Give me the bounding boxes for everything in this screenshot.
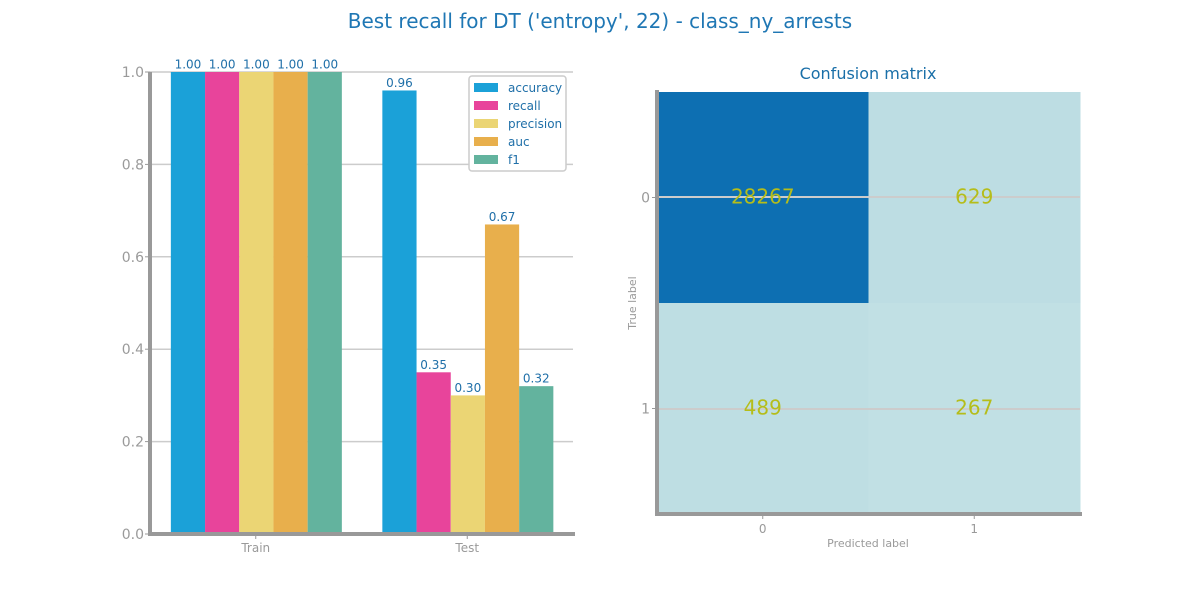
cm-cell-label-0-0: 28267 <box>731 185 795 209</box>
bar-marks <box>170 72 554 534</box>
bar-data-label: 1.00 <box>277 58 304 72</box>
legend-swatch-recall <box>474 101 498 110</box>
cm-x-tick-label: 0 <box>759 522 767 536</box>
legend-label-recall: recall <box>508 99 541 113</box>
bar-data-label: 1.00 <box>311 58 338 72</box>
cm-cell-label-1-1: 267 <box>955 396 993 420</box>
legend-swatch-f1 <box>474 155 498 164</box>
legend-label-precision: precision <box>508 117 562 131</box>
bar-legend-box <box>468 75 567 172</box>
cm-cell-label-1-0: 489 <box>744 396 782 420</box>
legend-swatch-auc <box>474 137 498 146</box>
bar-data-label: 0.35 <box>420 358 447 372</box>
cm-cell-labels: 28267 629 489 267 <box>731 185 993 420</box>
bar-x-tick-label: Test <box>454 541 479 555</box>
bar-recall-test <box>416 372 451 534</box>
bar-data-label: 1.00 <box>175 58 202 72</box>
bar-y-tick-label: 0.0 <box>122 527 144 543</box>
cm-xlabel: Predicted label <box>827 537 909 550</box>
bar-x-ticks: Train Test <box>240 534 479 555</box>
bar-precision-test <box>450 395 485 534</box>
cm-title: Confusion matrix <box>800 64 937 83</box>
bar-x-tick-label: Train <box>240 541 270 555</box>
bar-f1-test <box>519 386 554 534</box>
figure-title: Best recall for DT ('entropy', 22) - cla… <box>348 9 852 33</box>
bar-auc-test <box>484 224 520 534</box>
confusion-matrix: Confusion matrix 28267 629 489 267 0 1 0 1 Pre… <box>626 64 1082 550</box>
bar-data-labels: 1.00 1.00 1.00 1.00 1.00 0.96 0.35 0.30 0.67 0.32 <box>175 58 550 395</box>
cm-y-tick-label: 0 <box>641 191 650 207</box>
cm-y-tick-label: 1 <box>641 402 650 418</box>
legend-label-f1: f1 <box>508 153 520 167</box>
bar-precision-train <box>239 72 274 534</box>
cm-cell-label-0-1: 629 <box>955 185 993 209</box>
bar-accuracy-test <box>382 90 417 534</box>
bar-chart: 1.00 1.00 1.00 1.00 1.00 0.96 0.35 0.30 0.67 0.32… <box>122 58 575 555</box>
bar-accuracy-train <box>170 72 206 534</box>
bar-data-label: 1.00 <box>243 58 270 72</box>
bar-y-tick-label: 0.4 <box>122 342 144 358</box>
bar-data-label: 0.67 <box>489 210 516 224</box>
legend-swatch-precision <box>474 119 498 128</box>
bar-y-tick-label: 0.6 <box>122 250 144 266</box>
bar-data-label: 1.00 <box>209 58 236 72</box>
bar-data-label: 0.32 <box>523 372 550 386</box>
cm-ylabel: True label <box>626 276 639 330</box>
bar-auc-train <box>273 72 308 534</box>
bar-legend: accuracy recall precision auc f1 <box>468 75 567 172</box>
cm-x-tick-label: 1 <box>970 522 978 536</box>
bar-y-tick-label: 0.2 <box>122 435 144 451</box>
bar-y-ticks: 0.0 0.2 0.4 0.6 0.8 1.0 <box>122 65 150 543</box>
cm-cells <box>657 92 1081 515</box>
bar-y-tick-label: 1.0 <box>122 65 144 81</box>
bar-f1-train <box>307 72 342 534</box>
bar-recall-train <box>205 72 240 534</box>
legend-label-accuracy: accuracy <box>508 81 562 95</box>
bar-y-tick-label: 0.8 <box>122 157 144 173</box>
bar-data-label: 0.30 <box>454 381 481 395</box>
bar-data-label: 0.96 <box>386 76 413 90</box>
legend-swatch-accuracy <box>474 83 498 92</box>
legend-label-auc: auc <box>508 135 530 149</box>
cm-ticks: 0 1 0 1 <box>641 191 978 537</box>
